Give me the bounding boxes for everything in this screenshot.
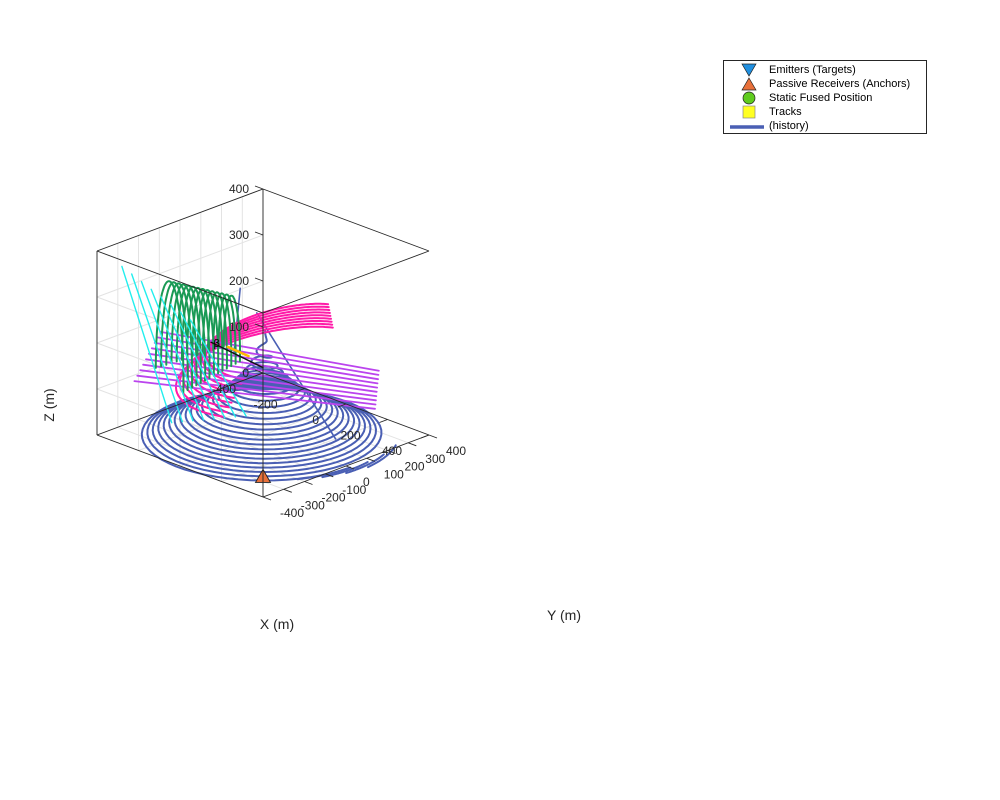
cyan-track xyxy=(170,303,226,419)
y-tick-mark xyxy=(408,442,417,447)
violet-track xyxy=(145,358,378,393)
axes-box-edge xyxy=(262,250,430,314)
z-tick-mark xyxy=(254,323,264,328)
y-tick-label: -100 xyxy=(342,483,366,497)
x-tick-label: 0 xyxy=(312,413,319,427)
legend-label: Static Fused Position xyxy=(769,92,873,104)
violet-track xyxy=(159,330,380,372)
z-tick-mark xyxy=(254,369,264,374)
x-tick-label: 200 xyxy=(340,429,360,443)
cyan-track xyxy=(179,311,237,418)
violet-track xyxy=(133,380,376,410)
x-tick-mark xyxy=(420,434,430,439)
history-arc xyxy=(296,467,350,481)
cyan-track xyxy=(130,273,184,423)
cyan-track xyxy=(160,296,215,420)
grid-line xyxy=(96,234,264,298)
green-ring xyxy=(212,292,233,368)
axes-box-edge xyxy=(262,188,430,252)
cyan-track xyxy=(121,265,173,424)
z-tick-label: 400 xyxy=(229,182,249,196)
x-tick-mark xyxy=(254,372,264,377)
cyan-track xyxy=(189,319,247,417)
legend-label: Tracks xyxy=(769,106,802,118)
y-tick-label: -200 xyxy=(322,491,346,505)
y-tick-mark xyxy=(325,473,334,478)
cyan-track xyxy=(140,280,194,422)
y-tick-label: 300 xyxy=(425,452,445,466)
green-ring xyxy=(196,289,220,375)
y-tick-mark xyxy=(387,450,396,454)
z-tick-mark xyxy=(254,277,264,282)
y-tick-label: 400 xyxy=(446,444,466,458)
y-tick-label: 0 xyxy=(363,475,370,489)
z-axis-label: Z (m) xyxy=(41,388,57,421)
circle-marker-icon xyxy=(742,91,756,105)
legend-item-tracks: Tracks xyxy=(724,105,928,119)
grid-line xyxy=(117,426,284,490)
axes-box-edge xyxy=(96,372,264,436)
legend-item-receivers: Passive Receivers (Anchors) xyxy=(724,77,928,91)
track-line xyxy=(210,341,264,369)
axes-box-edge xyxy=(96,434,264,498)
green-ring xyxy=(201,290,224,372)
track-segment xyxy=(226,345,250,358)
square-marker-icon xyxy=(742,105,756,119)
green-ring xyxy=(217,293,237,365)
y-tick-mark xyxy=(345,465,355,470)
y-tick-mark xyxy=(262,496,272,501)
line-marker-icon xyxy=(730,125,764,129)
y-tick-mark xyxy=(283,488,292,493)
legend-label: (history) xyxy=(769,120,809,132)
legend-box: Emitters (Targets) Passive Receivers (An… xyxy=(723,60,927,134)
z-tick-mark xyxy=(254,231,264,236)
y-tick-label: -300 xyxy=(301,498,325,512)
y-tick-label: 200 xyxy=(405,460,425,474)
x-tick-mark xyxy=(337,403,347,408)
x-tick-mark xyxy=(379,419,388,423)
x-tick-label: -400 xyxy=(212,382,236,396)
violet-track xyxy=(136,374,377,406)
y-tick-label: 100 xyxy=(384,467,404,481)
axes-box-edge xyxy=(96,188,264,252)
legend-item-history: (history) xyxy=(724,119,928,133)
z-tick-label: 200 xyxy=(229,274,249,288)
x-tick-label: 400 xyxy=(382,444,402,458)
triangle-up-marker-icon xyxy=(741,77,757,91)
y-tick-label: -400 xyxy=(280,506,304,520)
x-axis-label: X (m) xyxy=(260,616,294,632)
x-tick-mark xyxy=(296,388,305,392)
violet-track xyxy=(139,369,377,402)
z-tick-label: 0 xyxy=(242,366,249,380)
x-tick-label: -200 xyxy=(253,398,277,412)
violet-track xyxy=(156,336,380,376)
y-tick-mark xyxy=(304,481,313,485)
y-tick-mark xyxy=(366,457,375,462)
legend-item-emitters: Emitters (Targets) xyxy=(724,63,928,77)
z-tick-mark xyxy=(254,185,264,190)
green-ring xyxy=(207,291,228,370)
y-axis-label: Y (m) xyxy=(547,607,581,623)
annotation-label: β xyxy=(213,337,220,350)
green-ring xyxy=(165,282,194,389)
green-ring xyxy=(222,294,241,363)
axes-box xyxy=(96,188,430,498)
axes-box-edge xyxy=(96,250,264,314)
violet-track xyxy=(142,363,378,398)
violet-track xyxy=(150,347,379,385)
legend-label: Emitters (Targets) xyxy=(769,64,856,76)
z-tick-label: 100 xyxy=(229,320,249,334)
legend-item-fused-position: Static Fused Position xyxy=(724,91,928,105)
z-tick-label: 300 xyxy=(229,228,249,242)
y-tick-mark xyxy=(428,434,438,439)
triangle-down-marker-icon xyxy=(741,63,757,77)
tick-labels: -400-2000200400-400-300-200-100010020030… xyxy=(212,182,466,520)
history-arc xyxy=(345,453,385,474)
legend-label: Passive Receivers (Anchors) xyxy=(769,78,911,90)
history-arc xyxy=(367,444,397,469)
history-arc xyxy=(321,461,369,479)
